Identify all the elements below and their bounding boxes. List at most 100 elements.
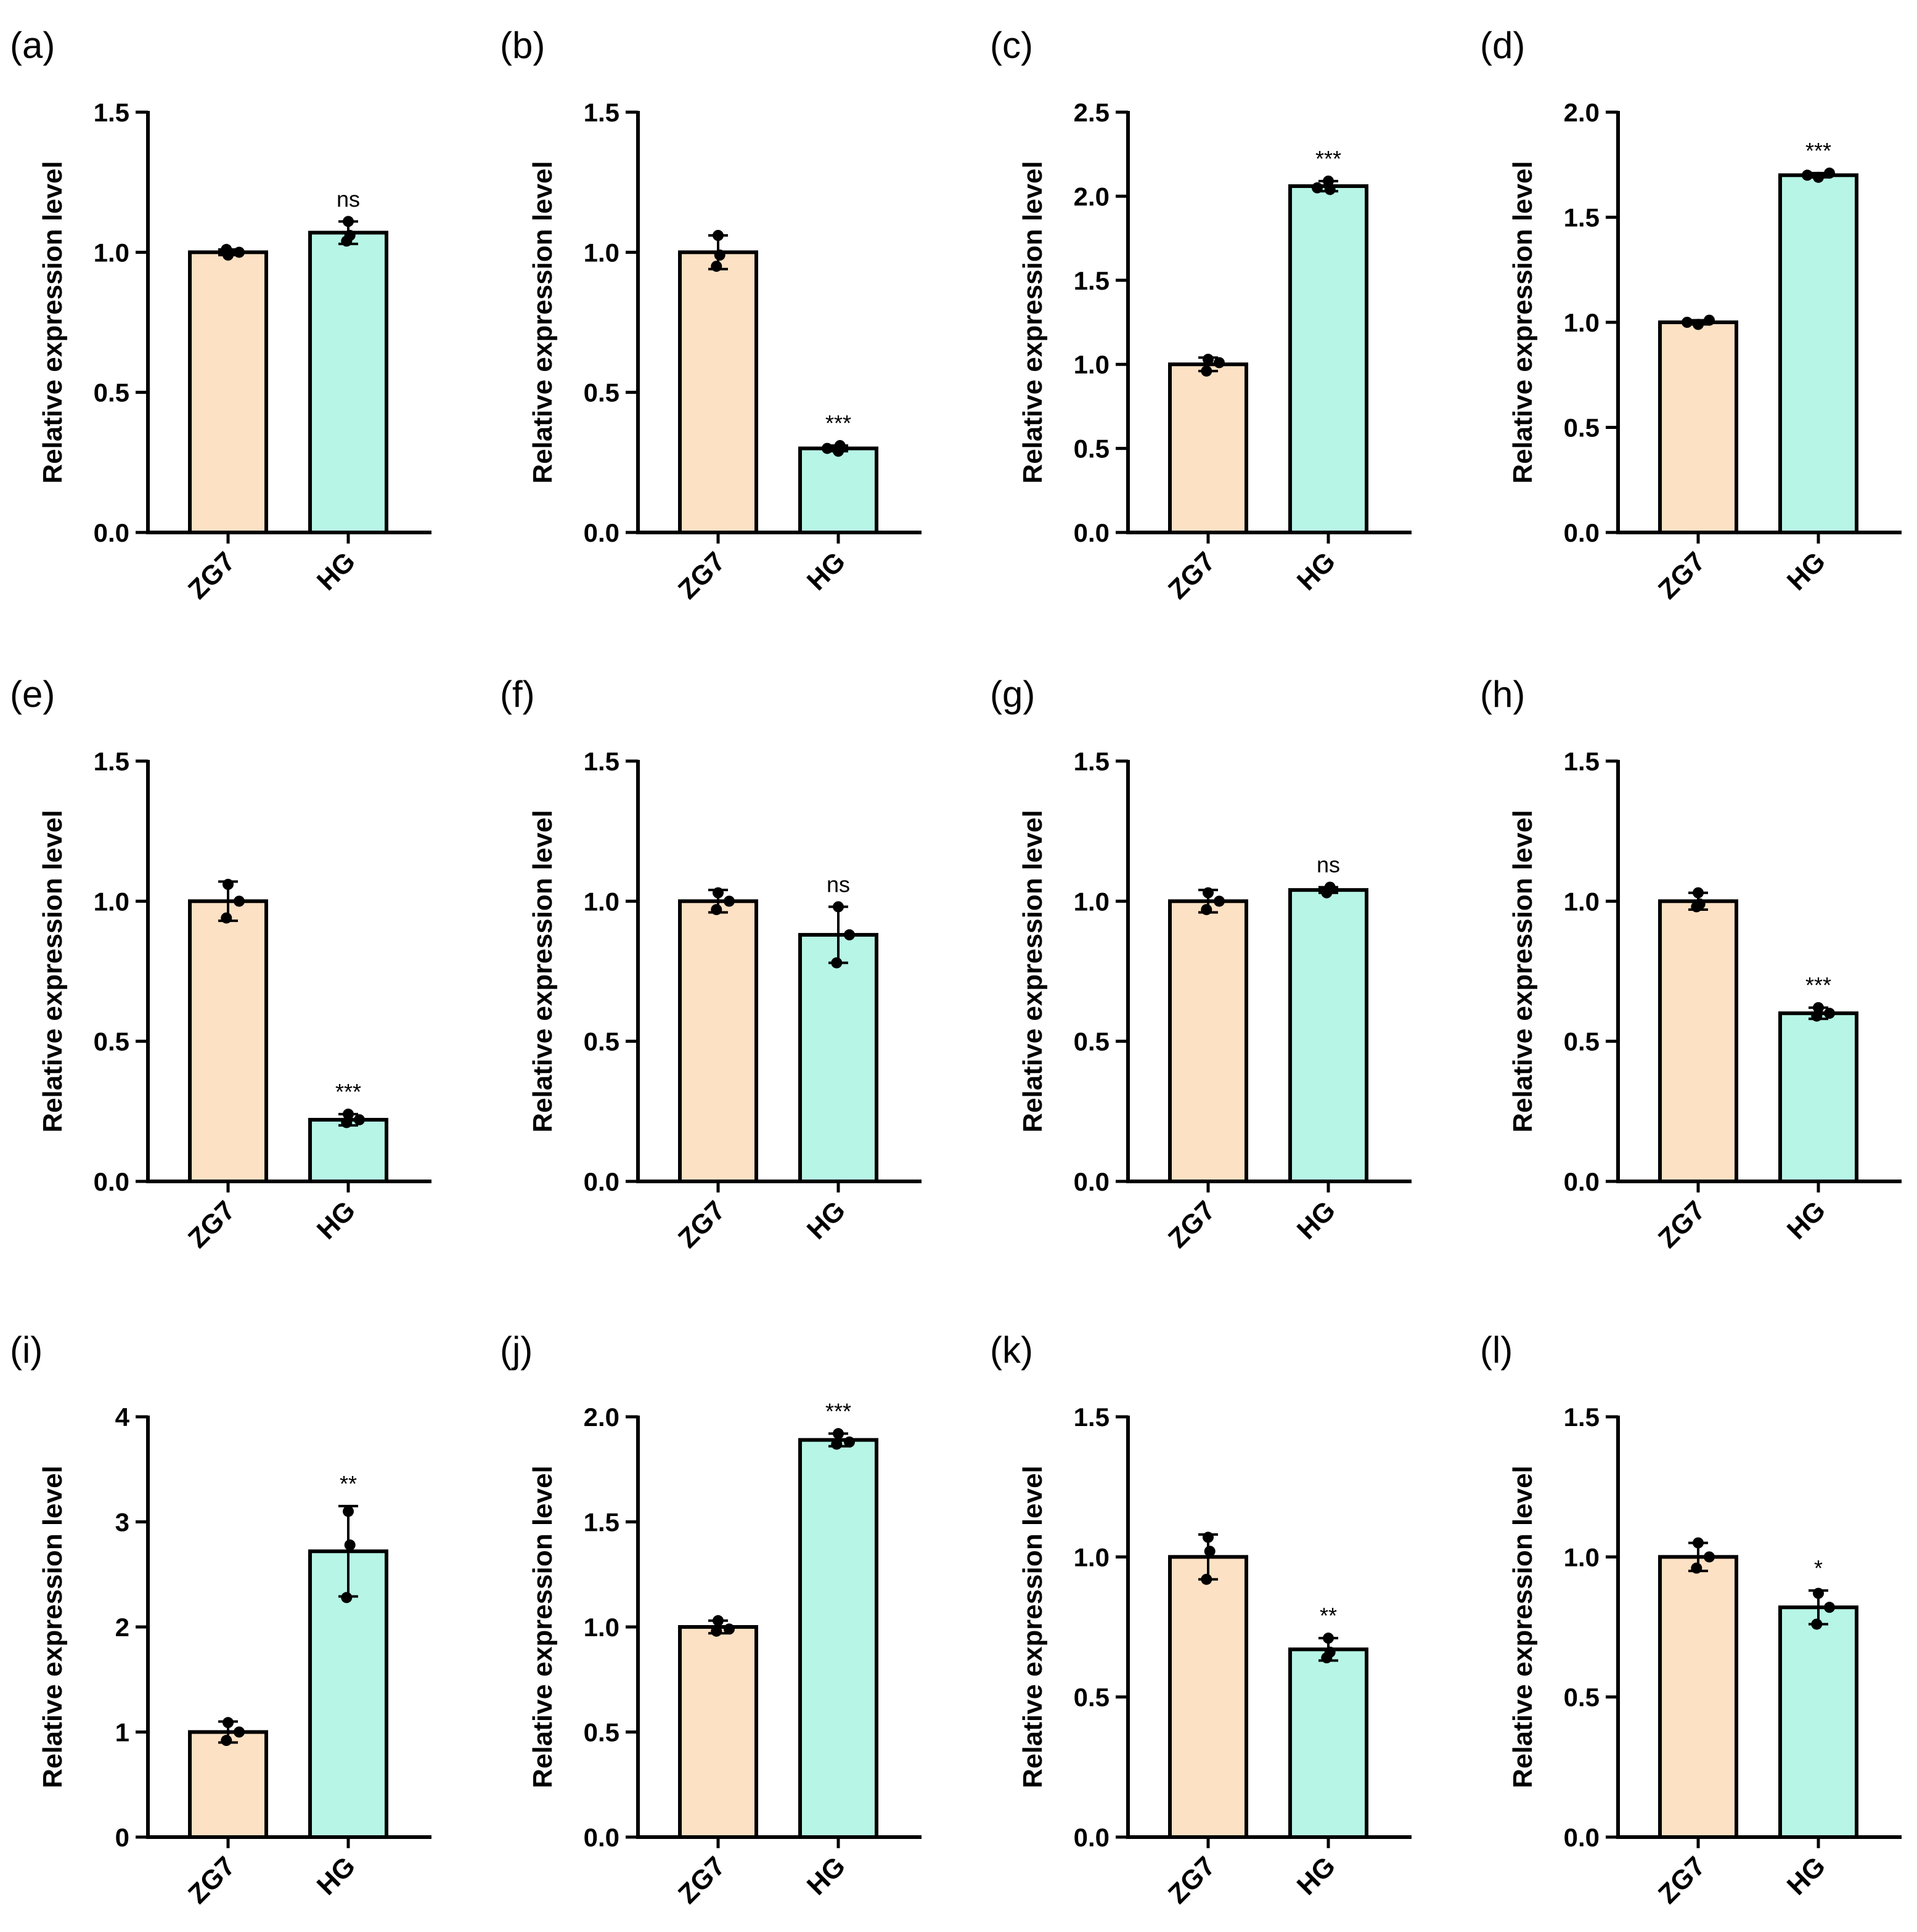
x-tick-label: ZG7	[182, 1851, 241, 1909]
data-point	[1203, 887, 1214, 899]
data-point	[831, 957, 843, 969]
y-tick-label: 0.5	[584, 378, 619, 407]
y-axis-label: Relative expression level	[38, 1465, 68, 1788]
panel: (c) Relative expression level ZG7 *** HG 0.0 0…	[990, 25, 1412, 605]
bar-zg7	[678, 250, 758, 534]
y-tick-label: 0.0	[1564, 1167, 1600, 1196]
data-point	[1324, 881, 1336, 893]
x-tick-label: HG	[1291, 1195, 1341, 1245]
data-point	[1214, 357, 1225, 369]
data-point	[1704, 314, 1715, 326]
panel: (e) Relative expression level ZG7 *** HG 0.0 0…	[10, 674, 431, 1254]
y-tick-label: 1.5	[1074, 747, 1110, 776]
y-tick-label: 1.5	[1564, 203, 1600, 232]
x-tick-label: ZG7	[1653, 1851, 1711, 1909]
data-point	[1323, 1632, 1334, 1644]
y-tick-label: 2.0	[584, 1403, 619, 1432]
data-point	[724, 1623, 735, 1635]
panel-label: (g)	[990, 674, 1035, 715]
y-tick-label: 1.5	[584, 1508, 619, 1537]
y-tick-label: 4	[115, 1403, 130, 1432]
significance-label: ns	[1317, 852, 1340, 878]
data-point	[344, 230, 356, 242]
bar-hg	[1288, 1647, 1368, 1840]
data-point	[1324, 184, 1336, 195]
y-axis-label: Relative expression level	[38, 810, 68, 1132]
panel-label: (d)	[1480, 25, 1525, 66]
x-tick-label: HG	[1781, 1851, 1831, 1901]
data-point	[831, 1438, 843, 1450]
significance-label: ***	[825, 1398, 851, 1424]
bar-hg	[1288, 184, 1368, 535]
data-point	[833, 901, 844, 913]
y-axis-label: Relative expression level	[528, 161, 558, 483]
data-point	[1811, 1618, 1823, 1630]
y-axis-label: Relative expression level	[1508, 1465, 1538, 1788]
data-point	[833, 1428, 844, 1440]
x-tick-label: ZG7	[1653, 1195, 1711, 1253]
bar-hg	[798, 446, 878, 534]
data-point	[1323, 175, 1334, 187]
x-tick-label: HG	[1291, 1851, 1341, 1901]
y-tick-label: 0.0	[1564, 518, 1600, 547]
y-tick-label: 0.5	[584, 1027, 619, 1056]
y-tick-label: 0.5	[94, 1027, 129, 1056]
data-point	[1813, 171, 1824, 183]
x-tick-label: ZG7	[672, 1851, 731, 1909]
data-point	[1693, 1537, 1704, 1549]
data-point	[1813, 1588, 1824, 1599]
data-point	[354, 1114, 365, 1125]
y-axis-label: Relative expression level	[1018, 810, 1048, 1132]
y-tick-label: 0.5	[1074, 1683, 1110, 1712]
y-axis-label: Relative expression level	[1508, 161, 1538, 483]
data-point	[711, 261, 722, 272]
y-tick-label: 0.5	[584, 1718, 619, 1747]
x-tick-label: HG	[801, 1195, 851, 1245]
data-point	[724, 895, 735, 907]
bar-zg7	[1168, 1555, 1248, 1839]
significance-label: ***	[335, 1079, 361, 1104]
y-tick-label: 1.0	[1564, 887, 1600, 916]
x-tick-label: HG	[1781, 1195, 1831, 1245]
bar-hg	[308, 230, 388, 534]
y-tick-label: 1.5	[1564, 1403, 1600, 1432]
x-tick-label: HG	[801, 546, 851, 596]
y-tick-label: 1.5	[1564, 747, 1600, 776]
data-point	[1324, 1646, 1336, 1658]
data-point	[1693, 319, 1704, 330]
bar-zg7	[1168, 899, 1248, 1183]
panel-label: (l)	[1480, 1329, 1513, 1371]
y-tick-label: 1.0	[584, 1613, 619, 1642]
bar-zg7	[678, 1625, 758, 1839]
y-tick-label: 0.0	[1074, 518, 1110, 547]
data-point	[1204, 1546, 1216, 1557]
panel: (b) Relative expression level ZG7 *** HG 0.0 0…	[500, 25, 922, 605]
x-tick-label: ZG7	[672, 1195, 731, 1253]
y-tick-label: 0.0	[584, 518, 619, 547]
bar-hg	[1778, 173, 1858, 534]
panel: (d) Relative expression level ZG7 *** HG 0.0 0…	[1480, 25, 1902, 605]
data-point	[1811, 1010, 1823, 1022]
data-point	[234, 247, 245, 258]
x-tick-label: HG	[1781, 546, 1831, 596]
y-tick-label: 0.5	[1074, 1027, 1110, 1056]
data-point	[834, 440, 846, 452]
y-tick-label: 1.5	[1074, 266, 1110, 295]
y-tick-label: 2	[115, 1613, 129, 1642]
x-tick-label: HG	[1291, 546, 1341, 596]
data-point	[1201, 365, 1212, 377]
panel: (k) Relative expression level ZG7 ** HG 0.0 0.…	[990, 1329, 1412, 1910]
panel: (l) Relative expression level ZG7 * HG 0.0 0.5…	[1480, 1329, 1902, 1910]
panel-label: (j)	[500, 1329, 533, 1371]
bar-hg	[1288, 888, 1368, 1183]
y-tick-label: 0.0	[1074, 1167, 1110, 1196]
y-tick-label: 1.0	[94, 887, 129, 916]
y-axis-label: Relative expression level	[1508, 810, 1538, 1132]
panel: (i) Relative expression level ZG7 ** HG 0 1 2 3 4	[10, 1329, 431, 1910]
y-tick-label: 0.5	[1074, 434, 1110, 463]
data-point	[1214, 895, 1225, 907]
panel-label: (k)	[990, 1329, 1033, 1371]
panel: (h) Relative expression level ZG7 *** HG 0.0 0…	[1480, 674, 1902, 1254]
data-point	[221, 243, 232, 255]
y-tick-label: 1.0	[1564, 1543, 1600, 1571]
